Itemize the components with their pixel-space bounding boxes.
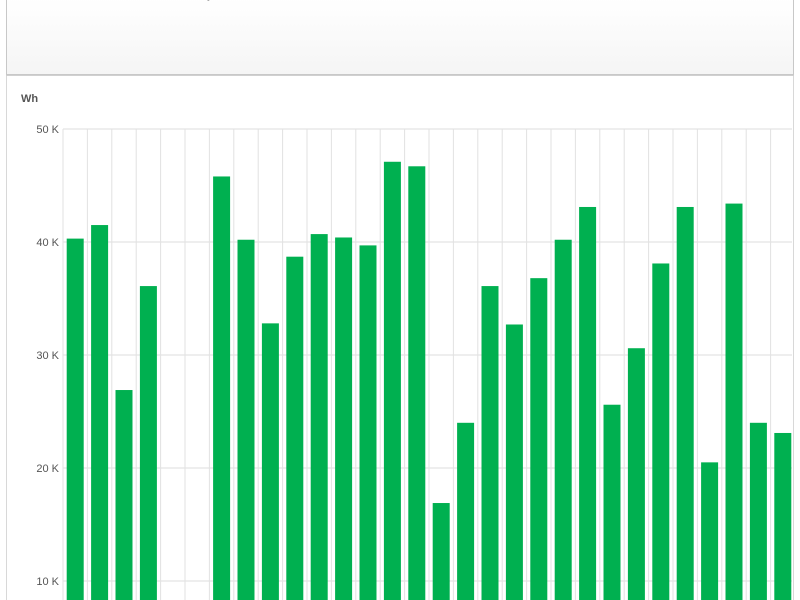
bar-day-2[interactable] xyxy=(91,225,109,600)
bar-day-18[interactable] xyxy=(481,286,499,600)
bar-day-17[interactable] xyxy=(457,422,475,600)
bar-day-12[interactable] xyxy=(335,237,353,600)
bar-day-4[interactable] xyxy=(139,286,157,600)
bar-day-9[interactable] xyxy=(261,323,279,600)
bar-day-1[interactable] xyxy=(66,238,84,600)
bar-day-20[interactable] xyxy=(530,278,548,600)
panel-right-border xyxy=(793,76,794,600)
chart-header-panel: y xyxy=(6,0,794,75)
y-tick-label: 50 K xyxy=(36,124,59,136)
bar-day-27[interactable] xyxy=(701,462,719,600)
bar-day-28[interactable] xyxy=(725,203,743,600)
bar-day-10[interactable] xyxy=(286,256,304,600)
chart-title: y xyxy=(207,0,214,1)
y-tick-label: 40 K xyxy=(36,237,59,249)
bar-day-3[interactable] xyxy=(115,390,133,600)
bar-day-13[interactable] xyxy=(359,245,377,600)
header-divider xyxy=(6,75,794,76)
bar-day-16[interactable] xyxy=(432,503,450,600)
panel-left-border xyxy=(6,76,7,600)
bar-day-30[interactable] xyxy=(774,432,792,600)
bar-day-8[interactable] xyxy=(237,239,255,600)
y-tick-label: 20 K xyxy=(36,463,59,475)
bar-day-25[interactable] xyxy=(652,263,670,600)
bar-day-14[interactable] xyxy=(383,161,401,600)
bar-day-26[interactable] xyxy=(676,206,694,600)
bar-day-11[interactable] xyxy=(310,234,328,600)
bar-day-19[interactable] xyxy=(505,324,523,600)
bar-day-15[interactable] xyxy=(408,166,426,600)
bar-day-21[interactable] xyxy=(554,239,572,600)
bar-day-22[interactable] xyxy=(579,206,597,600)
bar-day-24[interactable] xyxy=(627,348,645,600)
bar-day-29[interactable] xyxy=(749,422,767,600)
y-axis-unit-label: Wh xyxy=(21,93,39,105)
y-tick-label: 30 K xyxy=(36,350,59,362)
bar-day-23[interactable] xyxy=(603,404,621,600)
y-tick-label: 10 K xyxy=(36,576,59,588)
bar-day-7[interactable] xyxy=(213,176,231,600)
